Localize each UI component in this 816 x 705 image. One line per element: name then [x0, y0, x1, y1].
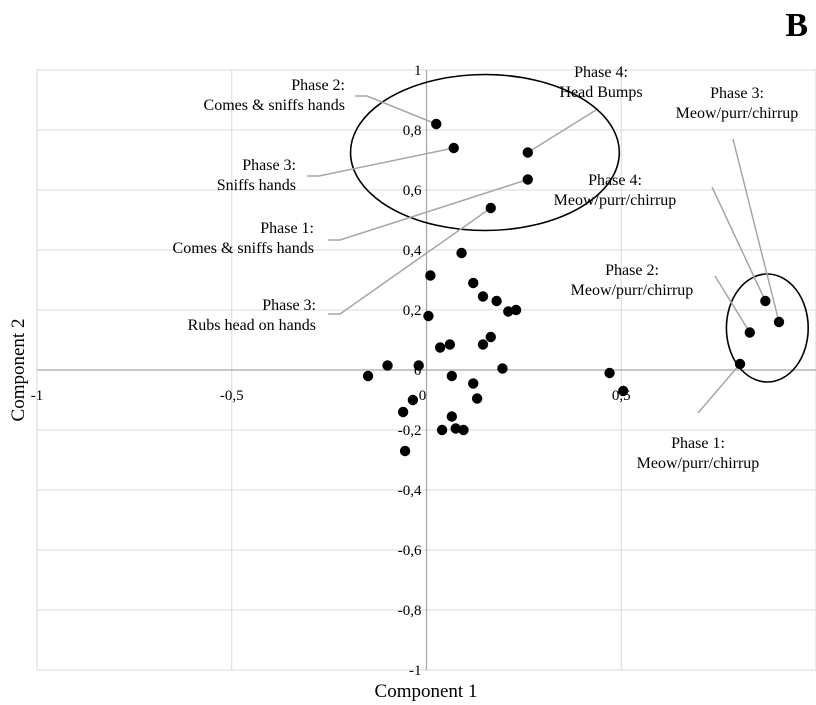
annotation-label: Phase 3: Sniffs hands: [217, 157, 296, 194]
annotation-label: Phase 1: Meow/purr/chirrup: [637, 435, 760, 472]
y-tick-label: 0,6: [403, 183, 422, 199]
data-point: [450, 423, 461, 434]
data-point: [456, 247, 467, 259]
data-point: [522, 174, 533, 185]
annotation-label: Phase 4: Meow/purr/chirrup: [554, 172, 677, 209]
cluster-ellipse: [349, 73, 621, 232]
y-tick-label: 0,8: [403, 123, 422, 139]
data-point: [446, 370, 458, 382]
annotation-label: Phase 3: Meow/purr/chirrup: [676, 85, 799, 122]
annotation-label: Phase 4: Head Bumps: [559, 64, 642, 101]
data-point: [744, 327, 755, 338]
data-point: [397, 406, 409, 418]
data-point: [436, 424, 448, 436]
data-point: [491, 295, 502, 307]
data-points: [362, 118, 785, 457]
annotation-label: Phase 2: Meow/purr/chirrup: [571, 262, 694, 299]
data-point: [510, 304, 522, 316]
y-axis-title: Component 2: [8, 319, 29, 422]
leader-line: [355, 95, 437, 125]
annotation-label: Phase 2: Comes & sniffs hands: [204, 77, 345, 114]
data-point: [362, 370, 374, 382]
annotation-leaders: [307, 95, 780, 414]
y-tick-label: -0,6: [398, 543, 422, 559]
x-axis-title: Component 1: [375, 681, 478, 702]
data-point: [497, 363, 508, 374]
data-point: [446, 411, 458, 422]
annotations: Phase 2: Comes & sniffs hands Phase 3: Snif…: [173, 64, 799, 472]
data-point: [471, 393, 483, 404]
data-point: [522, 147, 533, 158]
leader-line: [732, 138, 780, 323]
annotation-label: Phase 3: Rubs head on hands: [188, 297, 316, 334]
data-point: [399, 445, 411, 457]
tick-labels: 10,80,60,40,20-0,2-0,4-0,6-0,8-1-1 -0,5 0 0…: [31, 63, 631, 679]
annotation-label: Phase 1: Comes & sniffs hands: [173, 220, 314, 257]
y-tick-label: -0,4: [398, 483, 422, 499]
x-tick-label: -0,5: [220, 388, 244, 404]
y-tick-label: 0: [414, 363, 422, 379]
leader-line: [714, 275, 751, 333]
data-point: [604, 367, 615, 379]
data-point: [773, 316, 785, 328]
y-tick-label: -0,2: [398, 423, 422, 439]
data-point: [407, 394, 419, 406]
y-tick-label: 0,2: [403, 303, 422, 319]
data-point: [503, 306, 514, 317]
data-point: [458, 424, 469, 436]
data-point: [468, 277, 479, 289]
data-point: [431, 118, 442, 130]
data-point: [423, 310, 434, 322]
data-point: [382, 360, 393, 371]
data-point: [477, 291, 489, 302]
data-point: [448, 142, 459, 154]
data-point: [413, 360, 424, 371]
data-point: [760, 295, 771, 307]
panel-label: B: [785, 7, 808, 44]
data-point: [444, 339, 456, 350]
data-point: [485, 202, 496, 214]
data-point: [425, 270, 436, 281]
leader-line: [307, 147, 454, 177]
leader-line: [697, 363, 741, 414]
axes: [37, 70, 816, 670]
y-tick-label: 0,4: [403, 243, 422, 259]
leader-line: [328, 207, 492, 315]
y-tick-label: -1: [409, 663, 422, 679]
x-tick-label: 0: [419, 388, 427, 404]
data-point: [468, 378, 479, 389]
data-point: [617, 385, 629, 397]
y-tick-label: 1: [414, 63, 422, 79]
data-point: [485, 331, 496, 343]
leader-line: [527, 109, 597, 154]
data-point: [734, 358, 746, 370]
x-tick-label: -1: [31, 388, 44, 404]
data-point: [434, 342, 446, 353]
leader-line: [328, 178, 529, 241]
y-tick-label: -0,8: [398, 603, 422, 619]
data-point: [477, 339, 489, 350]
leader-line: [711, 186, 767, 302]
